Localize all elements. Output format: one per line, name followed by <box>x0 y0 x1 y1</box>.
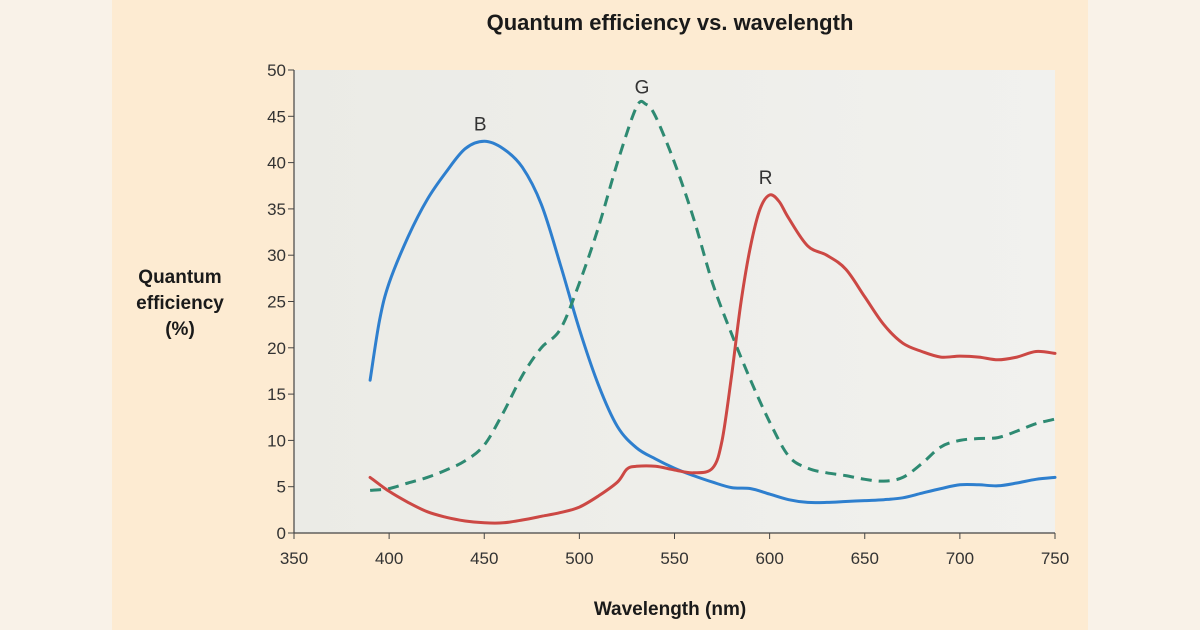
series-line-g <box>369 99 1056 492</box>
y-axis-title-line-2: efficiency <box>136 293 224 314</box>
y-ticks: 0 5 10 15 20 25 30 35 40 45 50 <box>267 61 294 543</box>
y-tick-label: 10 <box>267 431 286 450</box>
y-tick-label: 15 <box>267 385 286 404</box>
x-tick-label: 600 <box>755 549 783 568</box>
plot-area <box>294 70 1055 533</box>
x-axis-title: Wavelength (nm) <box>594 599 746 620</box>
series-labels: B G R <box>474 77 773 189</box>
chart-title: Quantum efficiency vs. wavelength <box>487 10 854 35</box>
y-tick-label: 50 <box>267 61 286 80</box>
x-tick-label: 550 <box>660 549 688 568</box>
x-tick-label: 650 <box>851 549 879 568</box>
series-lines <box>368 99 1057 525</box>
x-tick-label: 350 <box>280 549 308 568</box>
series-label-r: R <box>759 168 773 189</box>
series-line-r <box>368 193 1057 525</box>
x-tick-label: 500 <box>565 549 593 568</box>
y-tick-label: 45 <box>267 107 286 126</box>
y-tick-label: 25 <box>267 293 286 312</box>
left-margin <box>0 0 112 630</box>
series-label-g: G <box>635 77 650 98</box>
series-label-b: B <box>474 114 487 135</box>
y-tick-label: 40 <box>267 154 286 173</box>
right-margin <box>1088 0 1200 630</box>
series-line-b <box>368 139 1057 505</box>
y-tick-label: 20 <box>267 339 286 358</box>
x-tick-label: 750 <box>1041 549 1069 568</box>
x-tick-label: 450 <box>470 549 498 568</box>
y-tick-label: 5 <box>277 478 286 497</box>
y-tick-label: 30 <box>267 246 286 265</box>
y-axis-title-line-3: (%) <box>165 319 195 340</box>
y-axis-title-line-1: Quantum <box>138 267 221 288</box>
x-tick-label: 400 <box>375 549 403 568</box>
x-tick-label: 700 <box>946 549 974 568</box>
x-ticks: 350 400 450 500 550 600 650 700 750 <box>280 533 1069 568</box>
y-tick-label: 35 <box>267 200 286 219</box>
y-tick-label: 0 <box>277 524 286 543</box>
